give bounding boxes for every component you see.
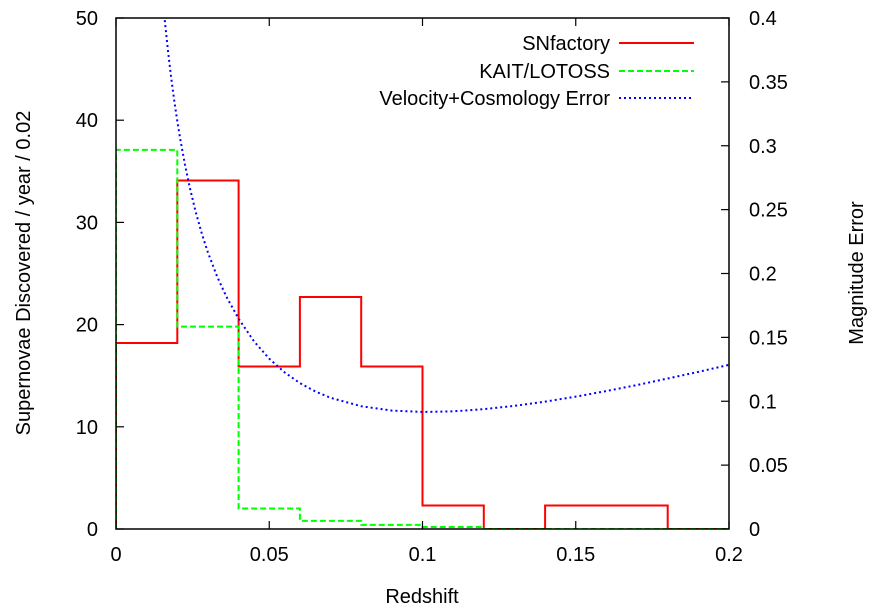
y2-tick-label: 0.05 <box>749 455 788 477</box>
x-axis-title: Redshift <box>385 586 459 607</box>
x-tick-label: 0.15 <box>556 544 595 566</box>
y-tick-label: 0 <box>87 519 98 541</box>
x-tick-label: 0.1 <box>409 544 437 566</box>
series-line-velocity-cosmology-error <box>163 18 729 413</box>
legend-label-kait-lotoss: KAIT/LOTOSS <box>479 61 610 83</box>
y-tick-label: 20 <box>76 315 98 337</box>
y2-tick-label: 0.25 <box>749 200 788 222</box>
legend: SNfactory KAIT/LOTOSS Velocity+Cosmology… <box>379 33 694 110</box>
ticks-layer: 0 0.05 0.1 0.15 0.2 0 10 20 30 40 50 0 0.05 0.1 0.15 0.… <box>76 8 788 566</box>
legend-label-snfactory: SNfactory <box>522 33 610 55</box>
x-tick-label: 0.05 <box>250 544 289 566</box>
y2-axis-title: Magnitude Error <box>846 201 868 345</box>
y-tick-label: 10 <box>76 417 98 439</box>
y2-tick-label: 0.4 <box>749 8 777 30</box>
x-tick-label: 0 <box>110 544 121 566</box>
y2-tick-label: 0.3 <box>749 136 777 158</box>
y-axis-title: Supernovae Discovered / year / 0.02 <box>13 111 35 436</box>
series-line-kait-lotoss <box>116 148 729 529</box>
series-line-snfactory <box>116 179 729 529</box>
x-tick-label: 0.2 <box>715 544 743 566</box>
y-tick-label: 40 <box>76 110 98 132</box>
legend-label-velocity-cosmology-error: Velocity+Cosmology Error <box>379 88 610 110</box>
y2-tick-label: 0.2 <box>749 264 777 286</box>
y2-tick-label: 0.15 <box>749 327 788 349</box>
y-tick-label: 30 <box>76 212 98 234</box>
y2-tick-label: 0 <box>749 519 760 541</box>
y2-tick-label: 0.35 <box>749 72 788 94</box>
y-tick-label: 50 <box>76 8 98 30</box>
series-layer <box>116 18 729 529</box>
y2-tick-label: 0.1 <box>749 391 777 413</box>
